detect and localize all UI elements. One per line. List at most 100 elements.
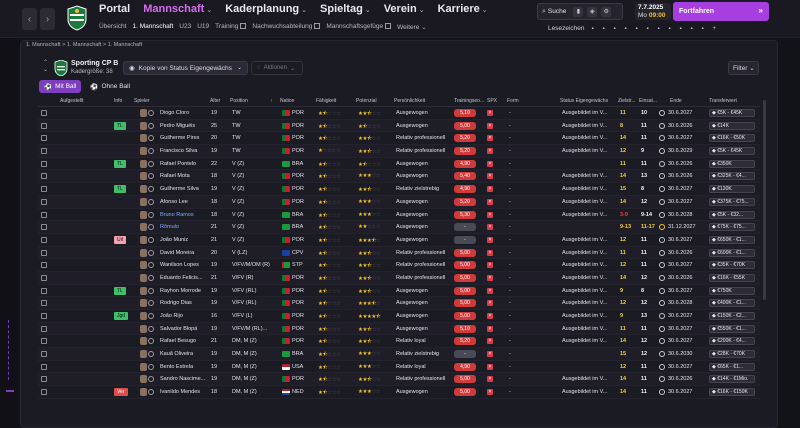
transfer-value[interactable]: ◆ €200K - €4... bbox=[709, 337, 755, 346]
column-header[interactable]: Ende bbox=[670, 98, 682, 104]
table-row[interactable]: Ver Ivanildo Mendes 18 DM, M (Z) NED ★⯪☆☆☆ ★★★… bbox=[38, 386, 760, 399]
column-header[interactable]: Position bbox=[230, 98, 248, 104]
training-icon[interactable]: ▪ bbox=[624, 25, 627, 32]
column-header[interactable]: Transferwert bbox=[709, 98, 737, 104]
player-name[interactable]: Salvador Blopá bbox=[160, 325, 198, 332]
player-name[interactable]: Guilherme Pires bbox=[160, 135, 200, 142]
table-row[interactable]: Guilherme Pires 20 TW POR ★⯪☆☆☆ ★★⯪☆☆ Relativ … bbox=[38, 132, 760, 146]
transfer-value[interactable]: ◆ €35K - €70K bbox=[709, 261, 755, 270]
transfer-value[interactable]: ◆ €14K - €1Mio. bbox=[709, 375, 755, 384]
subnav-item[interactable]: Weitere ⌄ bbox=[397, 24, 427, 31]
subnav-item[interactable]: 1. Mannschaft bbox=[132, 23, 174, 30]
transfer-value[interactable]: ◆ €5K - €45K bbox=[709, 147, 755, 156]
select-checkbox[interactable] bbox=[41, 198, 47, 205]
table-row[interactable]: Bento Estrela 19 DM, M (Z) USA ★⯪☆☆☆ ★★★☆☆ Rel… bbox=[38, 361, 760, 374]
tab-with-ball[interactable]: ⚽ Mit Ball bbox=[39, 80, 82, 93]
transfer-value[interactable]: ◆ €16K - €50K bbox=[709, 134, 755, 143]
breadcrumb[interactable]: 1. Mannschaft > 1. Mannschaft > 1. Manns… bbox=[26, 42, 143, 48]
select-checkbox[interactable] bbox=[41, 313, 47, 319]
column-header[interactable]: Spieler bbox=[134, 98, 150, 104]
table-row[interactable]: Url João Muniz 21 V (Z) POR ★⯪☆☆☆ ★★★⯪☆ Ausgewo… bbox=[38, 234, 760, 247]
select-checkbox[interactable] bbox=[41, 236, 47, 243]
money-icon[interactable]: ▪ bbox=[690, 25, 693, 32]
tactics-icon[interactable]: ▪ bbox=[602, 25, 605, 32]
column-header[interactable]: Potenzial bbox=[356, 98, 377, 104]
player-name[interactable]: David Moreira bbox=[160, 249, 195, 256]
player-name[interactable]: Rômulo bbox=[160, 224, 179, 231]
subnav-item[interactable]: Übersicht bbox=[99, 23, 127, 30]
shield-small-icon[interactable]: ▪ bbox=[657, 25, 660, 32]
column-header[interactable]: Status Eigengewächs bbox=[560, 98, 609, 104]
calendar-icon[interactable]: ▪ bbox=[613, 25, 616, 32]
select-checkbox[interactable] bbox=[41, 363, 47, 370]
column-header[interactable]: Fähigkeit bbox=[316, 98, 337, 104]
select-checkbox[interactable] bbox=[41, 122, 47, 129]
column-header[interactable]: Alter bbox=[210, 98, 221, 104]
player-name[interactable]: Eduardo Felicis... bbox=[160, 274, 203, 281]
tab-without-ball[interactable]: ⚽ Ohne Ball bbox=[85, 80, 135, 93]
player-name[interactable]: Rayhon Morrode bbox=[160, 287, 201, 294]
select-checkbox[interactable] bbox=[41, 211, 47, 218]
bookmarks-label[interactable]: Lesezeichen bbox=[548, 25, 585, 32]
transfer-value[interactable]: ◆ €16K - €150K bbox=[709, 388, 755, 397]
table-scrollbar[interactable] bbox=[763, 100, 766, 300]
player-name[interactable]: Ivanildo Mendes bbox=[160, 389, 201, 396]
actions-button[interactable]: ◌ Aktionen ⌄ bbox=[251, 61, 303, 75]
select-checkbox[interactable] bbox=[41, 325, 47, 332]
gear-icon[interactable]: ⚙ bbox=[601, 6, 612, 17]
player-name[interactable]: Sandro Nascime... bbox=[160, 376, 206, 383]
table-row[interactable]: Francisco Silva 19 TW POR ★☆☆☆☆ ★★⯪☆☆ Relativ … bbox=[38, 145, 760, 158]
transfer-value[interactable]: ◆ €375K - €75... bbox=[709, 197, 755, 206]
table-row[interactable]: Rodrigo Dias 19 V/FV (RL) POR ★⯪☆☆☆ ★★★⯪☆ Ausg… bbox=[38, 297, 760, 310]
view-selector[interactable]: ◉ Kopie von Status Eigengewächs ⌄ bbox=[123, 61, 248, 75]
plus-icon[interactable]: + bbox=[712, 25, 717, 32]
table-row[interactable]: Wanilson Lopes 19 V/FV/M/OM (R) STP ★⯪☆☆☆ ★★⯪… bbox=[38, 259, 760, 272]
column-header[interactable]: Aufgestellt bbox=[60, 98, 84, 104]
select-checkbox[interactable] bbox=[41, 224, 47, 231]
shield-icon[interactable]: ◈ bbox=[587, 6, 598, 17]
player-name[interactable]: Rodrigo Dias bbox=[160, 300, 192, 307]
select-checkbox[interactable] bbox=[41, 148, 47, 155]
column-header[interactable]: Nation bbox=[280, 98, 295, 104]
table-row[interactable]: David Moreira 20 V (LZ) CPV ★⯪☆☆☆ ★★⯪☆☆ Relati… bbox=[38, 246, 760, 260]
bookmark-icon[interactable]: ▮ bbox=[573, 6, 584, 17]
player-name[interactable]: João Muniz bbox=[160, 236, 189, 243]
subnav-item[interactable]: U19 bbox=[197, 23, 210, 30]
forward-button[interactable]: › bbox=[40, 8, 55, 30]
select-checkbox[interactable] bbox=[41, 351, 47, 358]
filter-button[interactable]: Filter ⌄ bbox=[728, 61, 759, 75]
inbox-icon[interactable]: ▪ bbox=[701, 25, 704, 32]
table-row[interactable]: TL Pedro Miguéis 25 TW POR ★⯪☆☆☆ ★⯪☆☆☆ Ausgewog… bbox=[38, 119, 760, 133]
subnav-item[interactable]: Mannschaftsgefüge bbox=[326, 23, 392, 31]
transfer-value[interactable]: ◆ €350K bbox=[709, 159, 755, 168]
transfer-value[interactable]: ◆ €75K - €75... bbox=[709, 223, 755, 232]
table-row[interactable]: Salvador Blopá 19 V/FV/M (RL)... POR ★⯪☆☆☆ ★★… bbox=[38, 322, 760, 336]
nav-item-kaderplanung[interactable]: Kaderplanung ⌄ bbox=[225, 3, 307, 15]
nav-item-spieltag[interactable]: Spieltag ⌄ bbox=[320, 3, 371, 15]
table-row[interactable]: TL Rafael Pontelo 22 V (Z) BRA ★⯪☆☆☆ ★⯪☆☆☆ Ausg… bbox=[38, 158, 760, 171]
select-checkbox[interactable] bbox=[41, 287, 47, 294]
select-checkbox[interactable] bbox=[41, 389, 47, 396]
table-row[interactable]: Bruno Ramos 18 V (Z) BRA ★⯪☆☆☆ ★★★☆☆ Ausgewoge… bbox=[38, 209, 760, 222]
player-name[interactable]: Bento Estrela bbox=[160, 363, 194, 370]
nav-item-karriere[interactable]: Karriere ⌄ bbox=[438, 3, 488, 15]
nav-item-portal[interactable]: Portal bbox=[99, 3, 130, 15]
table-row[interactable]: TL Rayhon Morrode 19 V/FV (RL) POR ★⯪☆☆☆ ★★⯪☆☆… bbox=[38, 285, 760, 298]
select-checkbox[interactable] bbox=[41, 249, 47, 256]
trophy-icon[interactable]: ▪ bbox=[646, 25, 649, 32]
player-name[interactable]: João Rijo bbox=[160, 313, 183, 319]
transfer-value[interactable]: ◆ €65K - €1... bbox=[709, 362, 755, 371]
select-checkbox[interactable] bbox=[41, 186, 47, 193]
transfer-value[interactable]: ◆ €5K - €45K bbox=[709, 109, 755, 117]
select-checkbox[interactable] bbox=[41, 262, 47, 269]
select-checkbox[interactable] bbox=[41, 338, 47, 345]
table-row[interactable]: Jgd João Rijo 16 V/FV (L) POR ★⯪☆☆☆ ★★★★⯪ Ausge… bbox=[38, 310, 760, 323]
transfer-value[interactable]: ◆ €750K bbox=[709, 286, 755, 295]
player-name[interactable]: Kauã Oliveira bbox=[160, 351, 194, 358]
transfer-value[interactable]: ◆ €14K bbox=[709, 121, 755, 130]
table-row[interactable]: Kauã Oliveira 19 DM, M (Z) BRA ★⯪☆☆☆ ★★★☆☆ Rel… bbox=[38, 348, 760, 361]
player-name[interactable]: Rafael Besugo bbox=[160, 338, 197, 345]
table-row[interactable]: Eduardo Felicis... 21 V/FV (R) POR ★⯪☆☆☆ ★★⯪☆… bbox=[38, 271, 760, 285]
table-row[interactable]: Afonso Lee 18 V (Z) POR ★⯪☆☆☆ ★★★☆☆ Ausgewogen… bbox=[38, 195, 760, 209]
transfer-value[interactable]: ◆ €550K - €1... bbox=[709, 324, 755, 333]
